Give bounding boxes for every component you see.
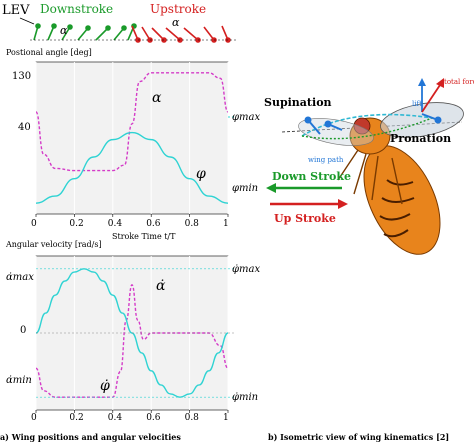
wing-path-label: wing path <box>308 156 344 164</box>
x-tick-label: 1 <box>223 413 229 422</box>
phi-dot-min-label: φ̇min <box>232 392 258 403</box>
wing-path-curve <box>301 113 433 137</box>
alpha-series-line <box>35 72 229 172</box>
top-xlabel: Stroke Time t/T <box>112 232 176 241</box>
ytick-130: 130 <box>12 71 31 82</box>
phi-series-line <box>35 131 229 204</box>
x-tick-label: 0.4 <box>108 219 123 229</box>
phi-dot-curve-label: φ̇ <box>100 378 110 394</box>
top-chart-title: Postional angle [deg] <box>6 48 92 57</box>
x-tick-label: 0.6 <box>146 219 161 229</box>
x-tick-label: 0.8 <box>185 413 200 422</box>
x-tick-label: 0.2 <box>69 413 83 422</box>
caption-b: b) Isometric view of wing kinematics [2] <box>268 432 450 442</box>
phi-min-label: φmin <box>232 183 258 194</box>
wing-stroke-strip: LEV Downstroke Upstroke α α <box>2 2 236 43</box>
x-tick-label: 0.6 <box>146 413 161 422</box>
upstroke-label: Upstroke <box>150 2 206 16</box>
supination-label: Supination <box>264 96 332 109</box>
phi-curve-label: φ <box>196 166 206 182</box>
zero-tick: 0 <box>20 325 26 336</box>
lift-label: lift <box>412 100 422 108</box>
alpha-dot-min-tick: α̇min <box>6 375 32 386</box>
alpha-curve-label: α <box>152 90 162 106</box>
wing-path-lower <box>301 117 433 140</box>
velocity-chart: φ̇max φ̇min α̇max 0 α̇min α̇ φ̇ 0 0.2 0.4 0… <box>6 255 260 422</box>
up-stroke-label: Up Stroke <box>274 212 336 225</box>
downstroke-label: Downstroke <box>40 2 113 16</box>
lev-label: LEV <box>2 3 30 18</box>
total-force-arrow <box>421 81 443 113</box>
fly-eye <box>353 117 371 135</box>
pronation-label: Pronation <box>390 132 451 145</box>
x-tick-label: 1 <box>223 219 229 229</box>
plot-area <box>35 61 229 215</box>
bottom-chart-title: Angular velocity [rad/s] <box>6 240 102 249</box>
x-tick-label: 0 <box>31 413 37 422</box>
alpha-down-label: α <box>60 24 68 37</box>
fly-illustration: lift total force wing path Supination Pr… <box>264 78 474 255</box>
x-tick-label: 0.4 <box>108 413 123 422</box>
alpha-dot-curve-label: α̇ <box>156 278 166 294</box>
alpha-dot-max-tick: α̇max <box>6 272 34 283</box>
downstroke-sections <box>33 23 137 41</box>
x-tick-label: 0 <box>31 219 37 229</box>
x-tick-label: 0.8 <box>185 219 200 229</box>
x-tick-label: 0.2 <box>69 219 83 229</box>
position-chart: φmax φmin 130 40 α φ 0 0.2 0.4 0.6 0.8 1 Stro… <box>12 61 260 241</box>
total-force-label: total force <box>444 78 474 86</box>
caption-a: a) Wing positions and angular velocities <box>0 432 181 442</box>
ytick-40: 40 <box>18 122 31 133</box>
down-stroke-label: Down Stroke <box>272 170 351 183</box>
phi-max-label: φmax <box>232 112 260 123</box>
alpha-up-label: α <box>172 16 180 29</box>
upstroke-sections <box>131 25 231 43</box>
phi-dot-max-label: φ̇max <box>232 264 260 275</box>
fly-legs <box>337 149 403 205</box>
